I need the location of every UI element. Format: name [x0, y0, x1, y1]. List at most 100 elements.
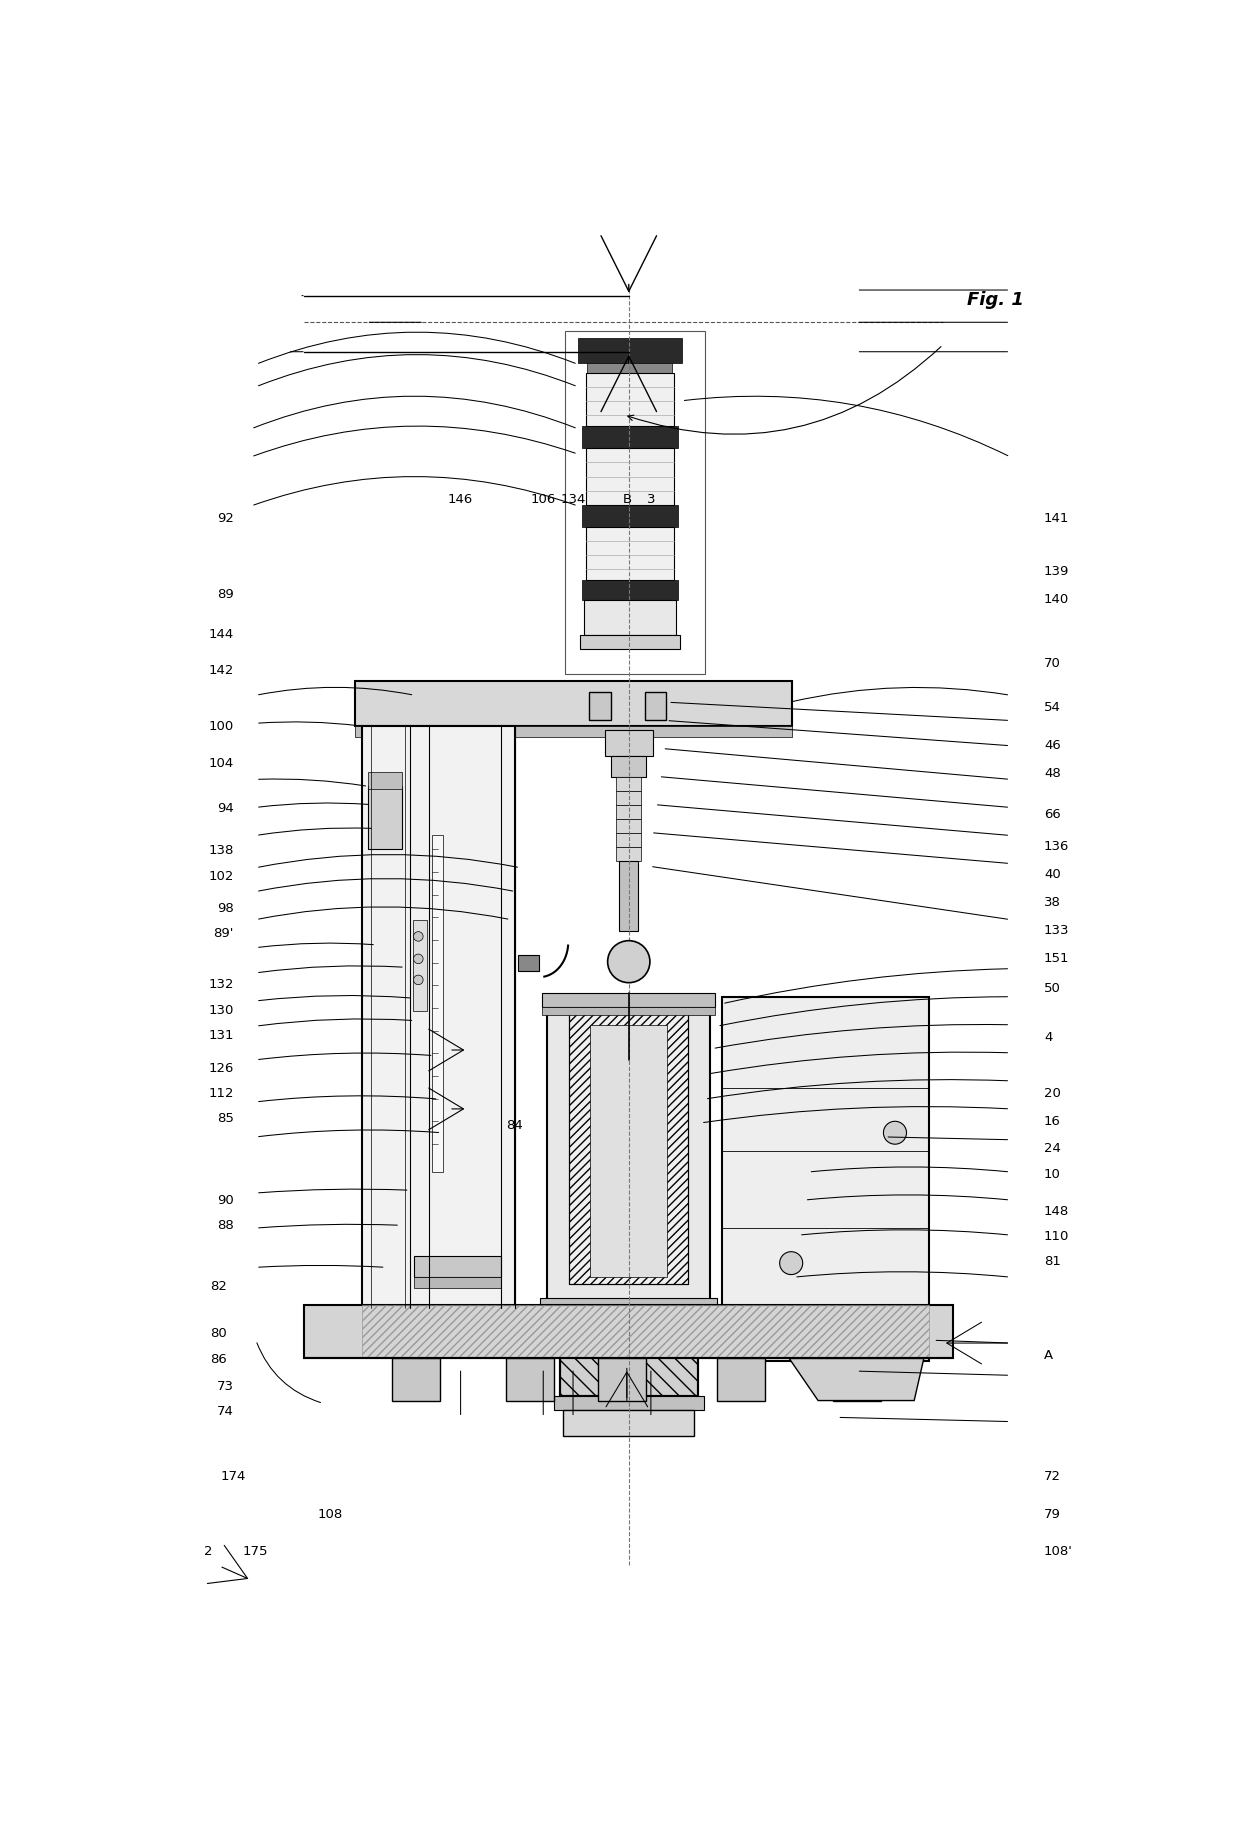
Bar	[554, 1397, 704, 1409]
Text: 146: 146	[448, 493, 474, 506]
Bar	[541, 1298, 717, 1313]
Bar	[832, 1358, 880, 1400]
Text: 106: 106	[531, 493, 556, 506]
Bar	[611, 756, 646, 776]
Text: 138: 138	[208, 845, 234, 858]
Text: 134: 134	[560, 493, 585, 506]
Bar	[616, 819, 641, 832]
Text: 38: 38	[1044, 896, 1060, 909]
Bar	[542, 1007, 715, 1014]
Circle shape	[608, 941, 650, 983]
Text: 3: 3	[646, 493, 655, 506]
Text: 84: 84	[506, 1120, 522, 1133]
Text: 50: 50	[1044, 982, 1060, 994]
Text: 102: 102	[208, 870, 234, 883]
Text: 104: 104	[208, 758, 234, 770]
Text: 70: 70	[1044, 657, 1060, 670]
Bar	[304, 1306, 952, 1358]
Bar	[368, 787, 402, 849]
Bar	[616, 832, 641, 847]
Text: 151: 151	[1044, 952, 1069, 965]
Bar	[362, 1306, 929, 1358]
Text: 112: 112	[208, 1087, 234, 1100]
Bar	[569, 1011, 688, 1284]
Text: 131: 131	[208, 1029, 234, 1042]
Text: 10: 10	[1044, 1169, 1060, 1182]
Bar	[542, 992, 715, 1007]
Bar	[616, 776, 641, 790]
Bar	[392, 1358, 440, 1400]
Bar	[414, 1277, 501, 1289]
Text: 89: 89	[217, 588, 234, 601]
Bar	[580, 636, 680, 648]
Text: 74: 74	[217, 1406, 234, 1419]
Text: 48: 48	[1044, 767, 1060, 779]
Bar	[584, 599, 676, 636]
Text: 79: 79	[1044, 1508, 1060, 1521]
Circle shape	[413, 954, 423, 963]
Text: 98: 98	[217, 901, 234, 914]
Text: 4: 4	[1044, 1031, 1053, 1043]
Bar	[368, 772, 402, 788]
Text: 81: 81	[1044, 1255, 1060, 1267]
Bar	[355, 681, 792, 727]
Text: 108: 108	[317, 1508, 342, 1521]
Bar	[590, 1025, 667, 1277]
Bar	[569, 1011, 688, 1284]
Bar	[717, 1358, 765, 1400]
Text: 46: 46	[1044, 739, 1060, 752]
Text: 175: 175	[243, 1546, 268, 1559]
Bar	[413, 920, 427, 1011]
Bar	[585, 373, 675, 426]
Bar	[547, 996, 711, 1306]
Text: 80: 80	[211, 1328, 227, 1340]
Bar	[616, 790, 641, 805]
Text: 72: 72	[1044, 1470, 1061, 1482]
Bar	[605, 730, 652, 756]
Bar	[362, 727, 516, 1307]
Text: B: B	[622, 493, 631, 506]
Text: 139: 139	[1044, 565, 1069, 579]
Bar	[588, 362, 672, 373]
Text: 88: 88	[217, 1218, 234, 1231]
Bar	[582, 426, 678, 448]
Text: 85: 85	[217, 1113, 234, 1125]
Bar	[722, 996, 929, 1362]
Bar	[582, 581, 678, 599]
Circle shape	[413, 974, 423, 985]
Text: 94: 94	[217, 803, 234, 816]
Text: 110: 110	[1044, 1229, 1069, 1244]
Circle shape	[883, 1122, 906, 1144]
Bar	[585, 448, 675, 504]
Bar	[432, 836, 444, 1173]
Text: 136: 136	[1044, 839, 1069, 854]
Polygon shape	[790, 1358, 924, 1400]
Bar	[565, 331, 704, 674]
Bar	[589, 692, 610, 721]
Bar	[414, 1256, 501, 1277]
Text: 142: 142	[208, 663, 234, 677]
Text: 82: 82	[211, 1280, 227, 1293]
Text: 141: 141	[1044, 512, 1069, 524]
Bar	[616, 805, 641, 819]
Text: 133: 133	[1044, 925, 1069, 938]
Text: 89': 89'	[213, 927, 234, 940]
Text: 132: 132	[208, 978, 234, 991]
Text: 90: 90	[217, 1193, 234, 1207]
Text: 2: 2	[203, 1546, 212, 1559]
Text: 16: 16	[1044, 1114, 1060, 1127]
Bar	[559, 1313, 698, 1397]
Text: 126: 126	[208, 1062, 234, 1074]
Bar	[355, 727, 792, 738]
Text: 66: 66	[1044, 809, 1060, 821]
Text: 144: 144	[208, 628, 234, 641]
Bar	[616, 847, 641, 861]
Bar	[506, 1358, 554, 1400]
Text: 100: 100	[208, 719, 234, 732]
Text: Fig. 1: Fig. 1	[967, 291, 1024, 310]
Text: A: A	[1044, 1349, 1053, 1362]
Text: 174: 174	[221, 1470, 247, 1482]
Text: 92: 92	[217, 512, 234, 524]
Text: 40: 40	[1044, 869, 1060, 881]
Bar	[645, 692, 666, 721]
